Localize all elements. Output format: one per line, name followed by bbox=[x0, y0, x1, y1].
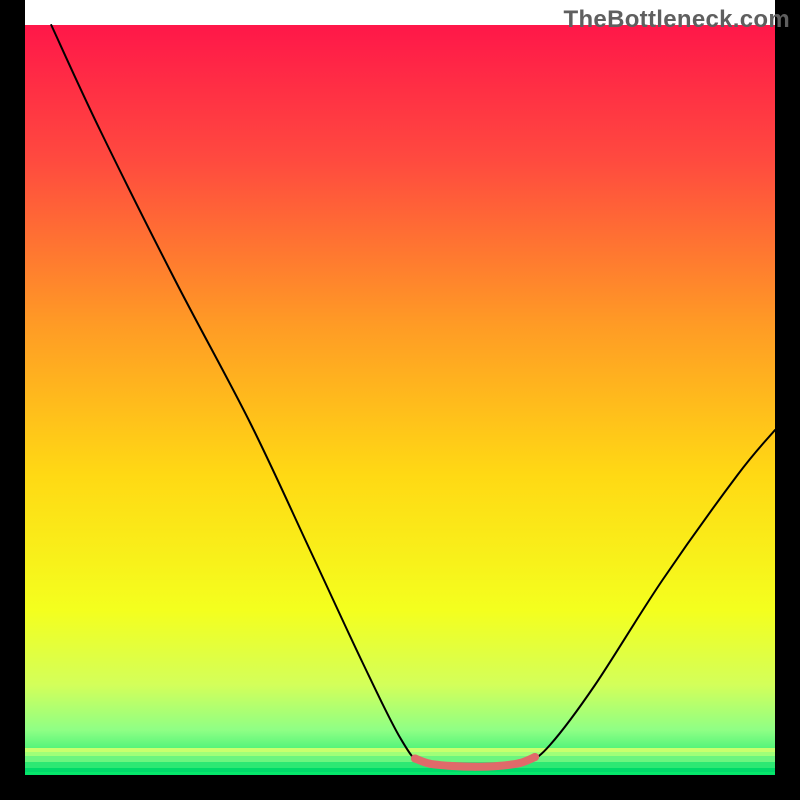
bottleneck-chart: TheBottleneck.com bbox=[0, 0, 800, 800]
plot-background bbox=[25, 25, 775, 775]
border-left bbox=[0, 0, 25, 800]
border-right bbox=[775, 0, 800, 800]
watermark-text: TheBottleneck.com bbox=[564, 6, 790, 34]
border-bottom bbox=[0, 775, 800, 800]
chart-svg bbox=[0, 0, 800, 800]
green-band bbox=[25, 748, 775, 772]
